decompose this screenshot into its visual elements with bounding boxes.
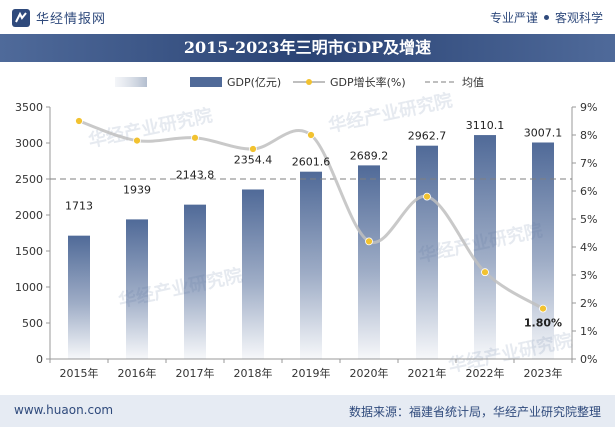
bar-2019年 [300,171,322,359]
bar-2022年 [474,135,496,359]
x-tick-label: 2015年 [60,366,99,380]
tagline-2: 客观科学 [554,11,603,25]
y-left-tick-label: 2000 [15,209,43,222]
legend-label-growth: GDP增长率(%) [330,75,406,89]
growth-point-2023年 [539,304,547,313]
x-tick-label: 2023年 [524,366,563,380]
y-right-tick-label: 2% [580,297,597,310]
bar-2015年 [68,235,90,359]
growth-point-2019年 [307,131,315,139]
y-right-tick-label: 5% [580,213,597,226]
growth-point-2015年 [75,117,83,125]
top-bar: 华经情报网 专业严谨 客观科学 [0,0,615,34]
bar-data-label: 2601.6 [292,156,331,169]
plot: 0 500 1000 1500 2000 2500 3000 3500 0% 1% 2% 3% 4% 5%… [15,101,597,380]
y-right-tick-label: 7% [580,157,597,170]
x-tick-label: 2018年 [234,366,273,380]
legend-label-average: 均值 [462,76,484,89]
y-right-tick-label: 8% [580,129,597,142]
footer-bar [0,395,615,427]
growth-point-2020年 [365,237,373,246]
y-left-tick-label: 500 [22,317,43,330]
legend: GDP(亿元) GDP增长率(%) 均值 [115,75,484,89]
bar-2021年 [416,145,438,359]
y-right-tick-label: 4% [580,241,597,254]
brand-logo-icon [12,8,30,27]
footer-url[interactable]: www.huaon.com [14,403,114,417]
tagline-dot [543,15,549,20]
x-tick-label: 2019年 [292,366,331,380]
growth-point-2022年 [481,268,489,277]
growth-line [78,119,544,310]
y-right-tick-label: 1% [580,325,597,338]
watermark-text: 华经产业研究院 [86,104,214,152]
tagline-1: 专业严谨 [489,11,538,25]
bar-data-label: 3110.1 [466,119,505,132]
y-left-tick-label: 2500 [15,173,43,186]
footer-source: 数据来源：福建省统计局，华经产业研究院整理 [348,405,601,419]
chart-area: 华经产业研究院华经产业研究院华经产业研究院华经产业研究院华经产业研究院 GDP(… [15,75,597,380]
growth-point-2021年 [423,192,431,201]
y-right-tick-label: 6% [580,185,597,198]
legend-marker-growth [306,79,312,85]
legend-swatch-gdp [190,77,222,87]
bar-data-label: 1713 [65,200,93,213]
y-left-tick-label: 1500 [15,245,43,258]
x-tick-label: 2016年 [118,366,157,380]
bar-2016年 [126,219,148,359]
bar-data-label: 2354.4 [234,153,273,166]
y-left-tick-label: 3000 [15,137,43,150]
bar-data-label: 2689.2 [350,149,389,162]
y-left-tick-label: 1000 [15,281,43,294]
title-bar [0,34,615,62]
bar-2018年 [242,189,264,359]
brand-name: 华经情报网 [36,12,107,27]
x-tick-label: 2017年 [176,366,215,380]
x-tick-label: 2020年 [350,366,389,380]
growth-point-2017年 [191,133,199,142]
x-tick-label: 2022年 [466,366,505,380]
tagline: 专业严谨 客观科学 [490,9,603,26]
legend-swatch-blank [115,77,147,87]
bar-data-label: 3007.1 [524,126,563,139]
y-left-tick-label: 0 [36,353,43,366]
bar-data-label: 2962.7 [408,130,447,143]
growth-point-2016年 [133,136,141,145]
y-left-tick-label: 3500 [15,101,43,114]
growth-data-label: 1.80% [524,317,562,330]
bar-data-label: 1939 [123,183,151,196]
growth-point-2018年 [249,145,257,153]
bar-2017年 [184,204,206,359]
x-tick-label: 2021年 [408,366,447,380]
chart-title: 2015-2023年三明市GDP及增速 [183,38,432,57]
brand-logo: 华经情报网 [12,8,106,27]
watermark-layer: 华经产业研究院华经产业研究院华经产业研究院华经产业研究院华经产业研究院 [86,89,574,377]
y-right-tick-label: 9% [580,101,597,114]
y-right-tick-label: 3% [580,269,597,282]
bar-data-label: 2143.8 [176,169,215,182]
bar-2020年 [358,165,380,359]
y-right-tick-label: 0% [580,353,597,366]
legend-label-gdp: GDP(亿元) [227,76,281,89]
